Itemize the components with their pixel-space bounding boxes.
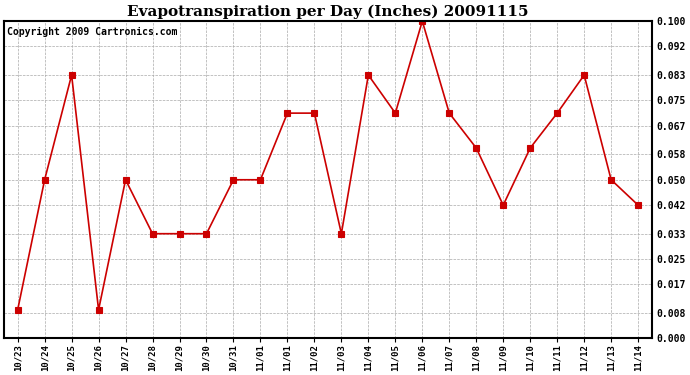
Title: Evapotranspiration per Day (Inches) 20091115: Evapotranspiration per Day (Inches) 2009… <box>127 4 529 18</box>
Text: Copyright 2009 Cartronics.com: Copyright 2009 Cartronics.com <box>8 27 178 38</box>
